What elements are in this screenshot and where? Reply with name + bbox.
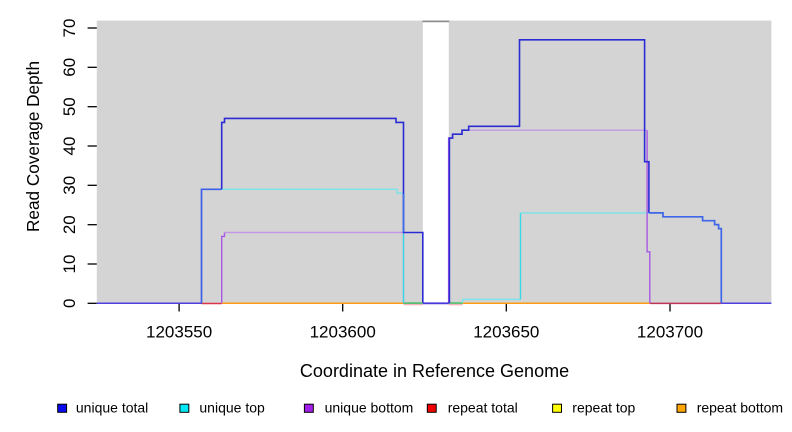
svg-text:1203600: 1203600 [310, 323, 376, 342]
svg-text:repeat top: repeat top [572, 400, 635, 416]
svg-text:0: 0 [60, 299, 79, 308]
svg-text:Coordinate in Reference Genome: Coordinate in Reference Genome [300, 361, 569, 381]
svg-text:unique bottom: unique bottom [325, 400, 414, 416]
svg-text:50: 50 [60, 97, 79, 116]
svg-text:40: 40 [60, 137, 79, 156]
svg-text:20: 20 [60, 215, 79, 234]
svg-text:unique total: unique total [76, 400, 148, 416]
svg-text:1203650: 1203650 [473, 323, 539, 342]
svg-text:Read Coverage Depth: Read Coverage Depth [23, 61, 43, 232]
svg-text:70: 70 [60, 19, 79, 38]
svg-text:30: 30 [60, 176, 79, 195]
svg-text:repeat bottom: repeat bottom [697, 400, 783, 416]
svg-text:unique top: unique top [199, 400, 265, 416]
svg-text:repeat total: repeat total [448, 400, 518, 416]
svg-text:1203550: 1203550 [146, 323, 212, 342]
svg-text:10: 10 [60, 255, 79, 274]
svg-text:1203700: 1203700 [637, 323, 703, 342]
svg-text:60: 60 [60, 58, 79, 77]
